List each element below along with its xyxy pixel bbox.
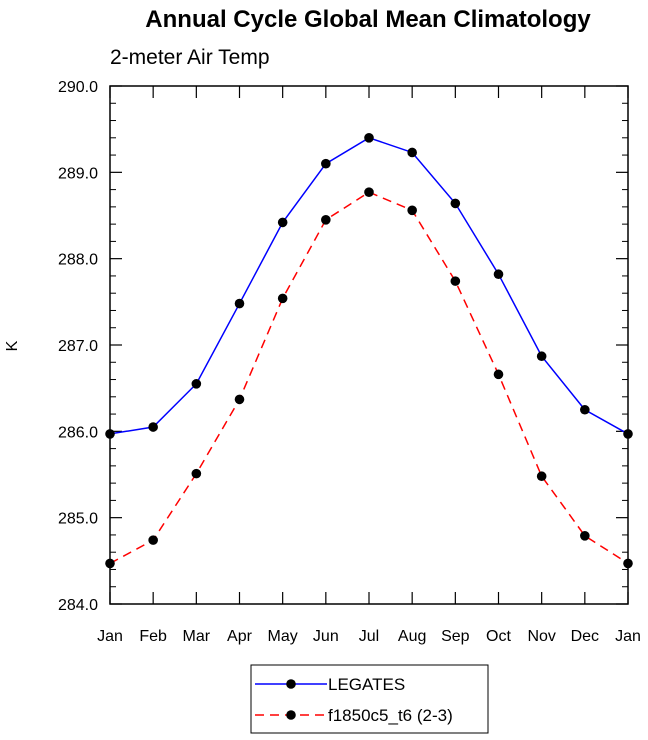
data-point (191, 468, 202, 479)
x-tick-label: Dec (571, 628, 599, 645)
data-point (450, 276, 461, 286)
chart-subtitle: 2-meter Air Temp (110, 46, 270, 69)
y-tick-label: 287.0 (58, 338, 98, 355)
data-point (364, 133, 374, 143)
data-point (536, 471, 547, 482)
legend-label-1: f1850c5_t6 (2-3) (328, 706, 453, 725)
data-point (580, 404, 590, 415)
y-tick-label: 285.0 (58, 511, 98, 528)
data-point (623, 558, 633, 569)
data-point (536, 351, 547, 362)
data-point (234, 298, 245, 309)
data-point (105, 558, 115, 569)
data-point (623, 429, 633, 439)
x-tick-label: Aug (398, 628, 426, 645)
data-point (277, 217, 288, 228)
plot-area: 284.0 285.0 286.0 287.0 288.0 289.0 290.0 Jan Fe… (58, 79, 641, 645)
x-tick-label: Oct (486, 628, 511, 645)
data-point (493, 369, 504, 380)
x-tick-label: May (268, 628, 298, 645)
x-tick-label: Sep (441, 628, 470, 645)
y-axis-label: K (4, 340, 21, 351)
data-point (364, 187, 374, 197)
legend-box (250, 664, 489, 734)
x-tick-label: Mar (183, 628, 211, 645)
x-tick-label: Jan (615, 628, 641, 645)
legend-marker-0 (286, 679, 296, 689)
data-point (277, 293, 288, 304)
data-point (105, 429, 115, 439)
y-tick-label: 289.0 (58, 165, 98, 182)
data-point (407, 147, 417, 158)
x-tick-label: Jul (359, 628, 379, 645)
data-point (321, 215, 331, 225)
data-point (148, 422, 158, 432)
legend-label-0: LEGATES (328, 675, 405, 694)
y-tick-label: 288.0 (58, 252, 98, 269)
x-tick-label: Feb (139, 628, 167, 645)
y-tick-label: 286.0 (58, 424, 98, 441)
series-line-1 (109, 191, 629, 565)
data-point (493, 269, 504, 280)
data-point (234, 394, 245, 405)
y-tick-label: 290.0 (58, 79, 98, 96)
data-point (148, 535, 158, 545)
legend-marker-1 (286, 710, 296, 720)
data-point (407, 205, 417, 216)
data-point (191, 379, 202, 389)
x-tick-label: Nov (527, 628, 555, 645)
x-tick-label: Jun (313, 628, 339, 645)
chart-title: Annual Cycle Global Mean Climatology (145, 6, 591, 33)
data-point (580, 530, 590, 541)
data-point (450, 198, 461, 209)
y-tick-label: 284.0 (58, 597, 98, 614)
plot-frame (109, 85, 629, 605)
x-tick-label: Apr (227, 628, 253, 645)
x-tick-label: Jan (97, 628, 123, 645)
series-line-0 (109, 136, 629, 435)
legend: LEGATES f1850c5_t6 (2-3) (250, 664, 489, 734)
data-point (321, 158, 331, 169)
